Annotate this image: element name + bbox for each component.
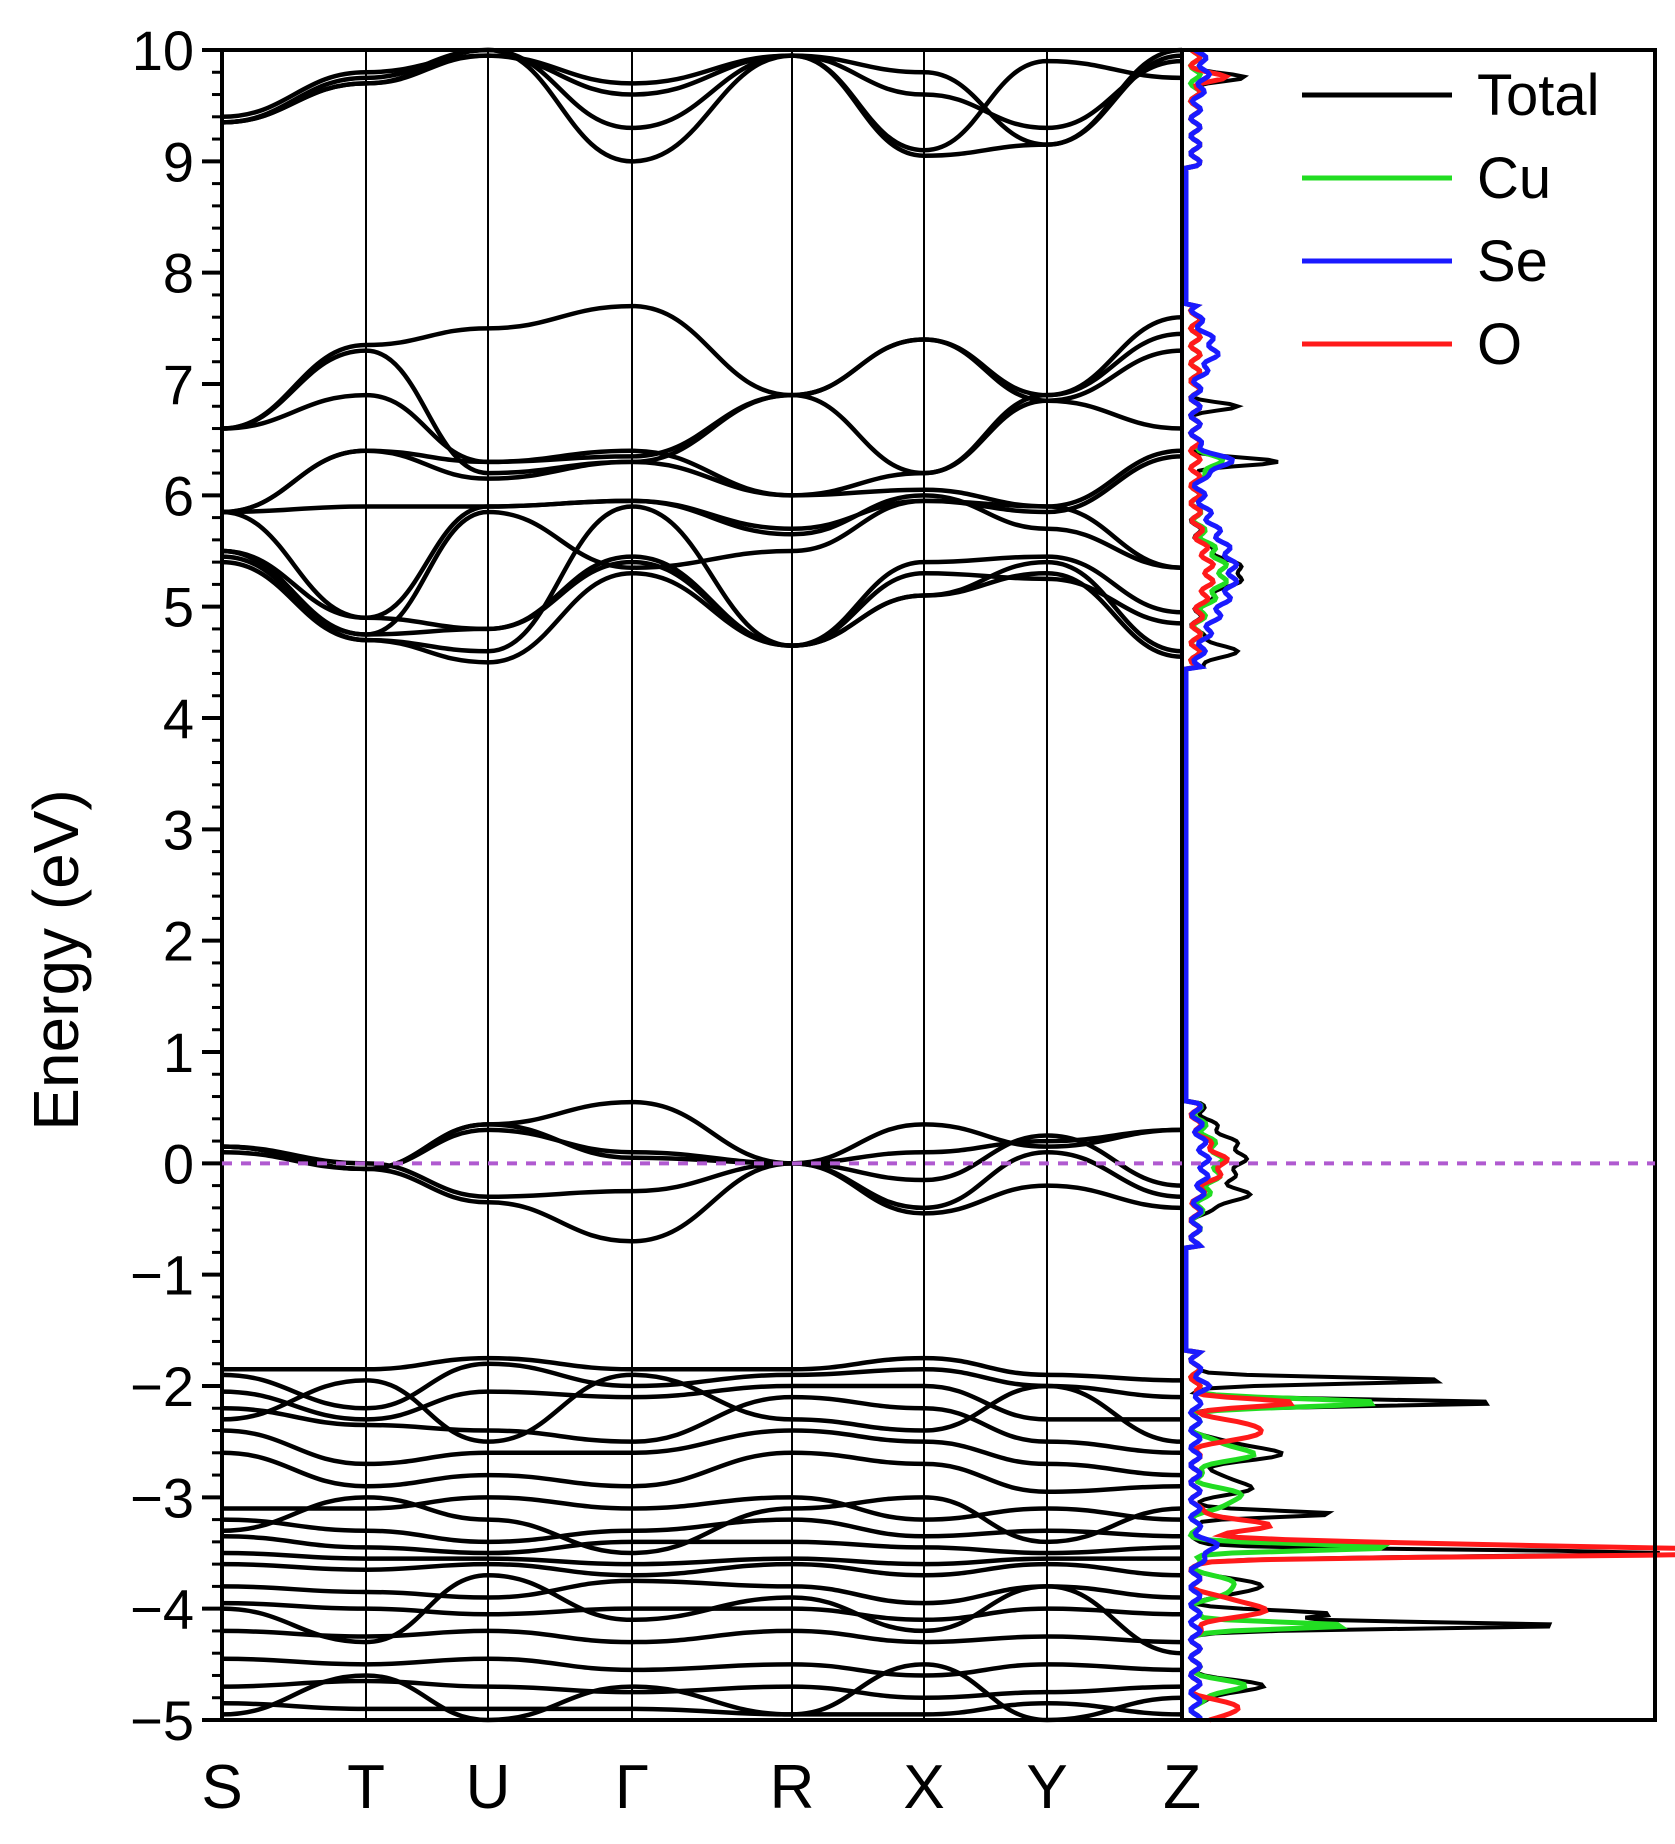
y-tick-label: 10	[132, 19, 194, 82]
y-tick-label: −3	[130, 1466, 194, 1529]
band-line	[221, 1628, 1183, 1645]
y-axis-title: Energy (eV)	[20, 789, 92, 1130]
y-ticks	[202, 48, 222, 1722]
y-tick-label: 5	[163, 576, 194, 639]
legend-label: O	[1477, 312, 1522, 377]
y-tick-label: 6	[163, 464, 194, 527]
y-tick-label: 2	[163, 910, 194, 973]
band-line	[221, 1450, 1183, 1495]
band-line	[221, 53, 1183, 147]
dos-cu-curve	[1183, 47, 1392, 1721]
band-line	[221, 1394, 1183, 1456]
k-label: T	[347, 1753, 385, 1822]
band-line	[221, 454, 1183, 531]
legend-label: Total	[1477, 63, 1600, 128]
y-tick-label: 0	[163, 1132, 194, 1195]
y-tick-label: −2	[130, 1355, 194, 1418]
band-line	[221, 1678, 1183, 1700]
dos-se-curve	[1183, 47, 1240, 1721]
y-tick-label: 3	[163, 798, 194, 861]
band-line	[221, 1662, 1183, 1723]
band-line	[221, 1428, 1183, 1478]
k-label: Γ	[615, 1753, 649, 1822]
band-line	[221, 1495, 1183, 1556]
band-lines	[221, 47, 1183, 1723]
band-line	[221, 47, 1183, 153]
y-tick-label: 4	[163, 687, 194, 750]
y-tick-label: 7	[163, 353, 194, 416]
band-line	[221, 1561, 1183, 1578]
y-tick-label: −1	[130, 1244, 194, 1307]
band-line	[221, 1372, 1183, 1444]
band-line	[221, 1600, 1183, 1623]
dos-panel-frame	[1180, 48, 1657, 1722]
k-label: X	[903, 1753, 944, 1822]
band-line	[221, 1122, 1183, 1188]
band-line	[221, 1656, 1183, 1678]
band-line	[221, 498, 1183, 637]
band-line-valence-top-2	[221, 1144, 1183, 1244]
band-line	[221, 337, 1183, 476]
y-tick-label: −4	[130, 1578, 194, 1641]
band-line	[221, 1361, 1183, 1411]
band-line	[221, 1534, 1183, 1556]
band-line	[221, 504, 1183, 654]
y-tick-label: 1	[163, 1021, 194, 1084]
legend: Total Cu Se O	[1302, 63, 1600, 377]
k-label: Y	[1026, 1753, 1067, 1822]
band-line	[221, 53, 1183, 131]
legend-label: Cu	[1477, 146, 1551, 211]
k-label: Z	[1163, 1753, 1201, 1822]
k-label: S	[201, 1753, 242, 1822]
y-tick-label: −5	[130, 1689, 194, 1752]
y-tick-label: 9	[163, 130, 194, 193]
dos-curves	[1183, 47, 1675, 1723]
band-line	[221, 1701, 1183, 1717]
y-tick-label: 8	[163, 242, 194, 305]
k-label: R	[770, 1753, 815, 1822]
band-line	[221, 1517, 1183, 1545]
k-label: U	[466, 1753, 511, 1822]
band-line	[221, 1495, 1183, 1522]
band-line	[221, 1550, 1182, 1567]
dos-panel	[1180, 47, 1675, 1723]
dos-o-curve	[1183, 47, 1675, 1723]
dos-total-curve	[1184, 48, 1660, 1721]
band-line	[221, 1573, 1183, 1656]
legend-label: Se	[1477, 229, 1548, 294]
band-line	[222, 1355, 1183, 1383]
